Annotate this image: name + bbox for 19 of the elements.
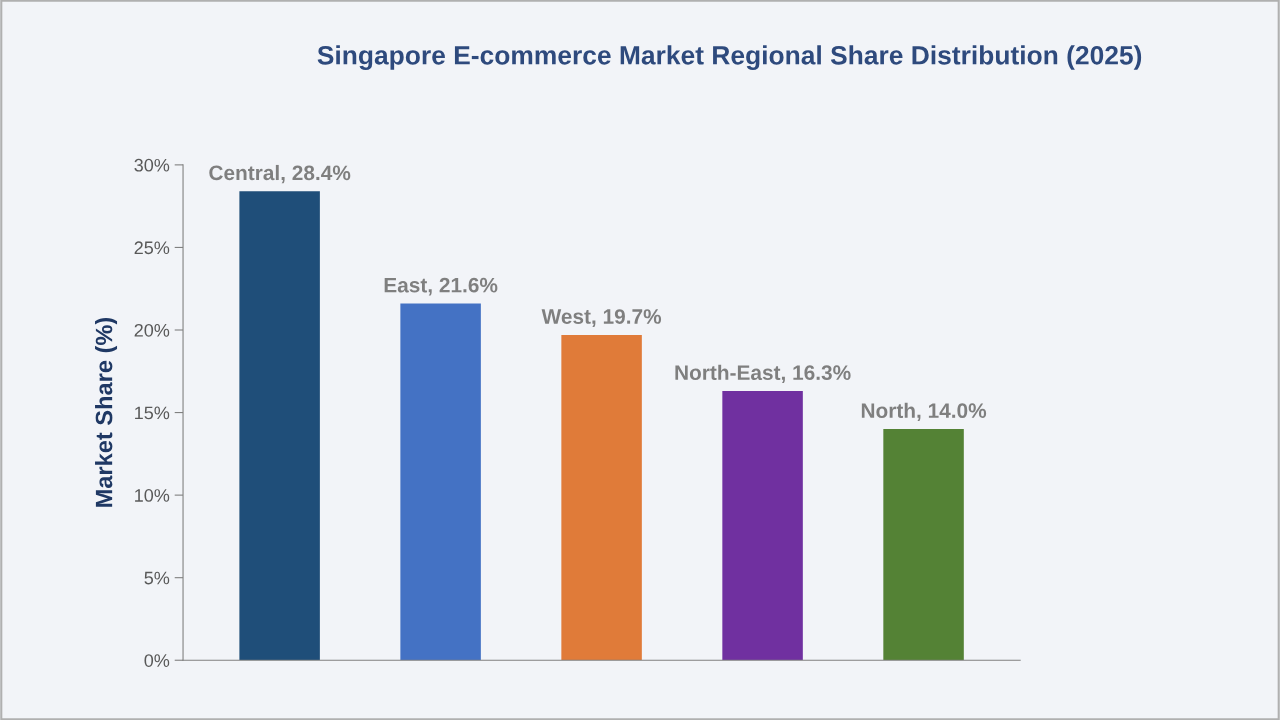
y-tick-label: 20% (134, 323, 170, 337)
y-tick-label: 15% (135, 406, 170, 420)
bar (883, 429, 964, 661)
y-tick-label: 0% (144, 654, 170, 667)
data-label: North-East, 16.3% (675, 364, 851, 384)
y-tick-label: 10% (135, 489, 170, 502)
data-label: North, 14.0% (861, 402, 987, 422)
y-tick-label: 5% (144, 571, 170, 585)
chart-title: Singapore E-commerce Market Regional Share Distribution (2025) (317, 45, 1142, 70)
bar (722, 391, 803, 661)
bar (561, 334, 642, 661)
bar (239, 191, 320, 661)
y-tick-label: 30% (134, 158, 170, 172)
y-axis-title: Market Share (%) (95, 317, 118, 507)
bar (400, 303, 481, 661)
data-label: Central, 28.4% (209, 164, 351, 184)
y-tick-label: 25% (134, 241, 170, 255)
data-label: West, 19.7% (541, 309, 662, 327)
data-label: East, 21.6% (384, 277, 498, 296)
